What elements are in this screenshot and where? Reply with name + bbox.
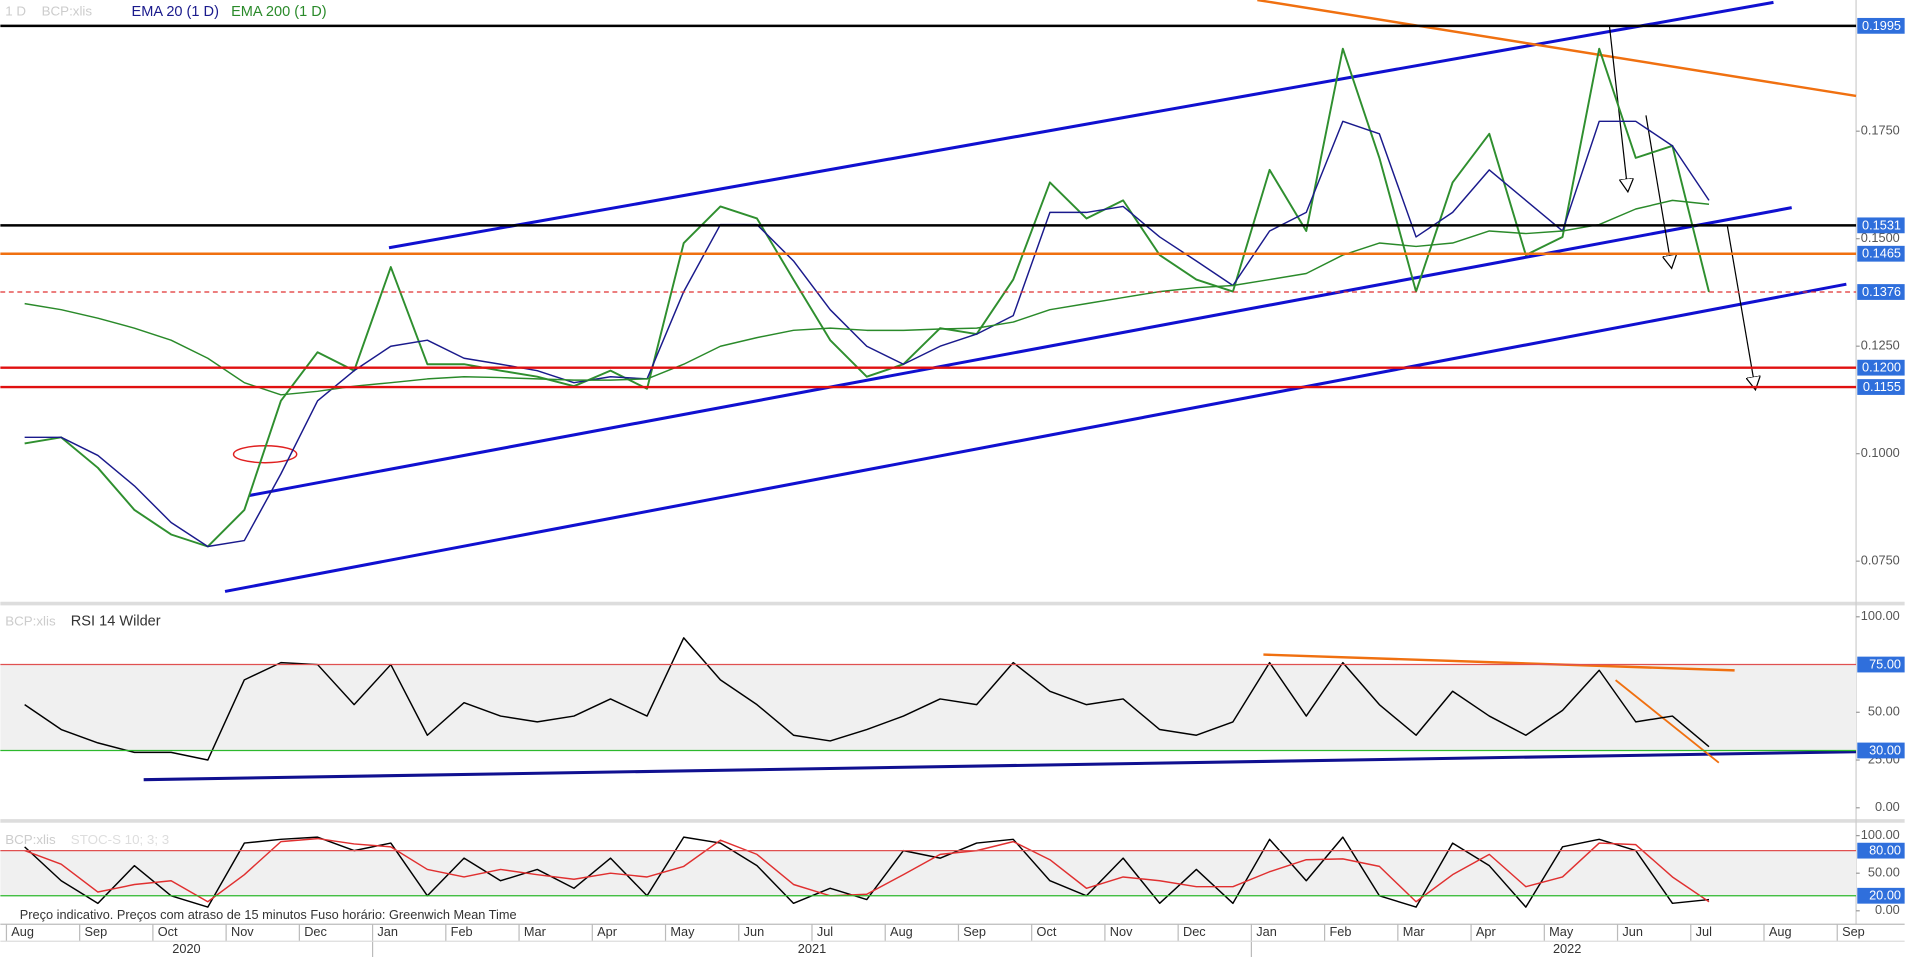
x-tick-label: Jan	[377, 924, 398, 939]
level-label: 20.00	[1869, 888, 1901, 903]
level-label: 0.1200	[1862, 360, 1901, 375]
level-label: 0.1531	[1862, 217, 1901, 232]
level-label-box	[1857, 887, 1905, 904]
trend-line	[1257, 0, 1857, 98]
series-line	[24, 837, 1710, 903]
level-label-box	[1857, 284, 1905, 300]
y-tick-label: 100.00	[1861, 827, 1900, 842]
x-tick-label: Jul	[1696, 924, 1712, 939]
legend-entry: EMA 200 (1 D)	[231, 4, 327, 20]
symbol: BCP:xlis	[5, 613, 56, 628]
level-band	[0, 850, 1857, 896]
x-tick-label: Mar	[524, 924, 547, 939]
level-label-box	[1857, 379, 1905, 395]
x-tick-label: May	[1549, 924, 1574, 939]
y-tick-label: 0.0750	[1861, 553, 1900, 568]
y-tick-label: 0.1750	[1861, 123, 1900, 138]
year-label: 2020	[172, 941, 200, 956]
x-tick-label: Aug	[1769, 924, 1792, 939]
series-line	[24, 836, 1710, 908]
level-label: 80.00	[1869, 843, 1901, 858]
x-tick-label: Dec	[1183, 924, 1206, 939]
x-tick-label: Sep	[1842, 924, 1865, 939]
level-label: 0.1465	[1862, 246, 1901, 261]
level-label-box	[1857, 656, 1905, 673]
x-tick-label: Jun	[744, 924, 765, 939]
x-tick-label: Oct	[1037, 924, 1057, 939]
level-label-box	[1857, 17, 1905, 34]
y-tick-label: 0.00	[1875, 799, 1900, 814]
x-tick-label: Jan	[1256, 924, 1277, 939]
y-tick-label: 50.00	[1868, 865, 1900, 880]
level-label-box	[1857, 842, 1905, 859]
x-tick-label: May	[670, 924, 695, 939]
level-label: 75.00	[1869, 657, 1901, 672]
x-tick-label: Aug	[11, 924, 34, 939]
series-line	[24, 120, 1710, 548]
level-label: 0.1376	[1862, 284, 1901, 299]
x-tick-label: Dec	[304, 924, 327, 939]
arrow	[1645, 115, 1672, 267]
interval: 1 D	[5, 4, 26, 19]
y-tick-label: 100.00	[1861, 608, 1900, 623]
panel-title: RSI 14 Wilder	[71, 614, 161, 630]
x-tick-label: Nov	[1110, 924, 1133, 939]
level-label-box	[1857, 217, 1905, 234]
trend-line	[1615, 679, 1720, 764]
x-tick-label: Feb	[1329, 924, 1351, 939]
year-label: 2021	[798, 941, 826, 956]
x-tick-label: Oct	[158, 924, 178, 939]
symbol: BCP:xlis	[5, 832, 56, 847]
year-label: 2022	[1553, 941, 1581, 956]
level-label: 0.1155	[1863, 379, 1901, 394]
x-tick-label: Jun	[1622, 924, 1643, 939]
x-tick-label: Sep	[963, 924, 986, 939]
y-tick-label: 0.1250	[1861, 338, 1900, 353]
annotations	[143, 0, 1857, 782]
panel-title: STOC-S 10; 3; 3	[71, 832, 169, 847]
series-line	[24, 637, 1710, 761]
x-tick-label: Jul	[817, 924, 833, 939]
trend-line	[224, 282, 1847, 593]
y-tick-label: 0.1000	[1861, 445, 1900, 460]
x-tick-label: Nov	[231, 924, 254, 939]
series-line	[24, 199, 1710, 396]
y-tick-label: 0.1500	[1861, 230, 1900, 245]
level-label-box	[1857, 359, 1905, 376]
x-tick-label: Aug	[890, 924, 913, 939]
level-label: 0.1995	[1862, 18, 1901, 33]
trend-line	[388, 0, 1774, 250]
x-tick-label: Feb	[451, 924, 473, 939]
x-tick-label: Sep	[85, 924, 108, 939]
y-tick-label: 50.00	[1868, 704, 1900, 719]
level-label-box	[1857, 742, 1905, 759]
x-tick-label: Mar	[1403, 924, 1426, 939]
legend-entry: EMA 20 (1 D)	[132, 4, 219, 20]
y-tick-label: 0.00	[1875, 902, 1900, 917]
trend-line	[1263, 653, 1735, 672]
level-band	[0, 664, 1857, 751]
x-tick-label: Apr	[1476, 924, 1497, 939]
trend-line	[143, 750, 1857, 782]
level-label-box	[1857, 245, 1905, 262]
level-label: 30.00	[1869, 742, 1901, 757]
footnote: Preço indicativo. Preços com atraso de 1…	[20, 907, 517, 922]
x-tick-label: Apr	[597, 924, 618, 939]
symbol: BCP:xlis	[42, 4, 93, 19]
trend-line	[249, 206, 1792, 497]
